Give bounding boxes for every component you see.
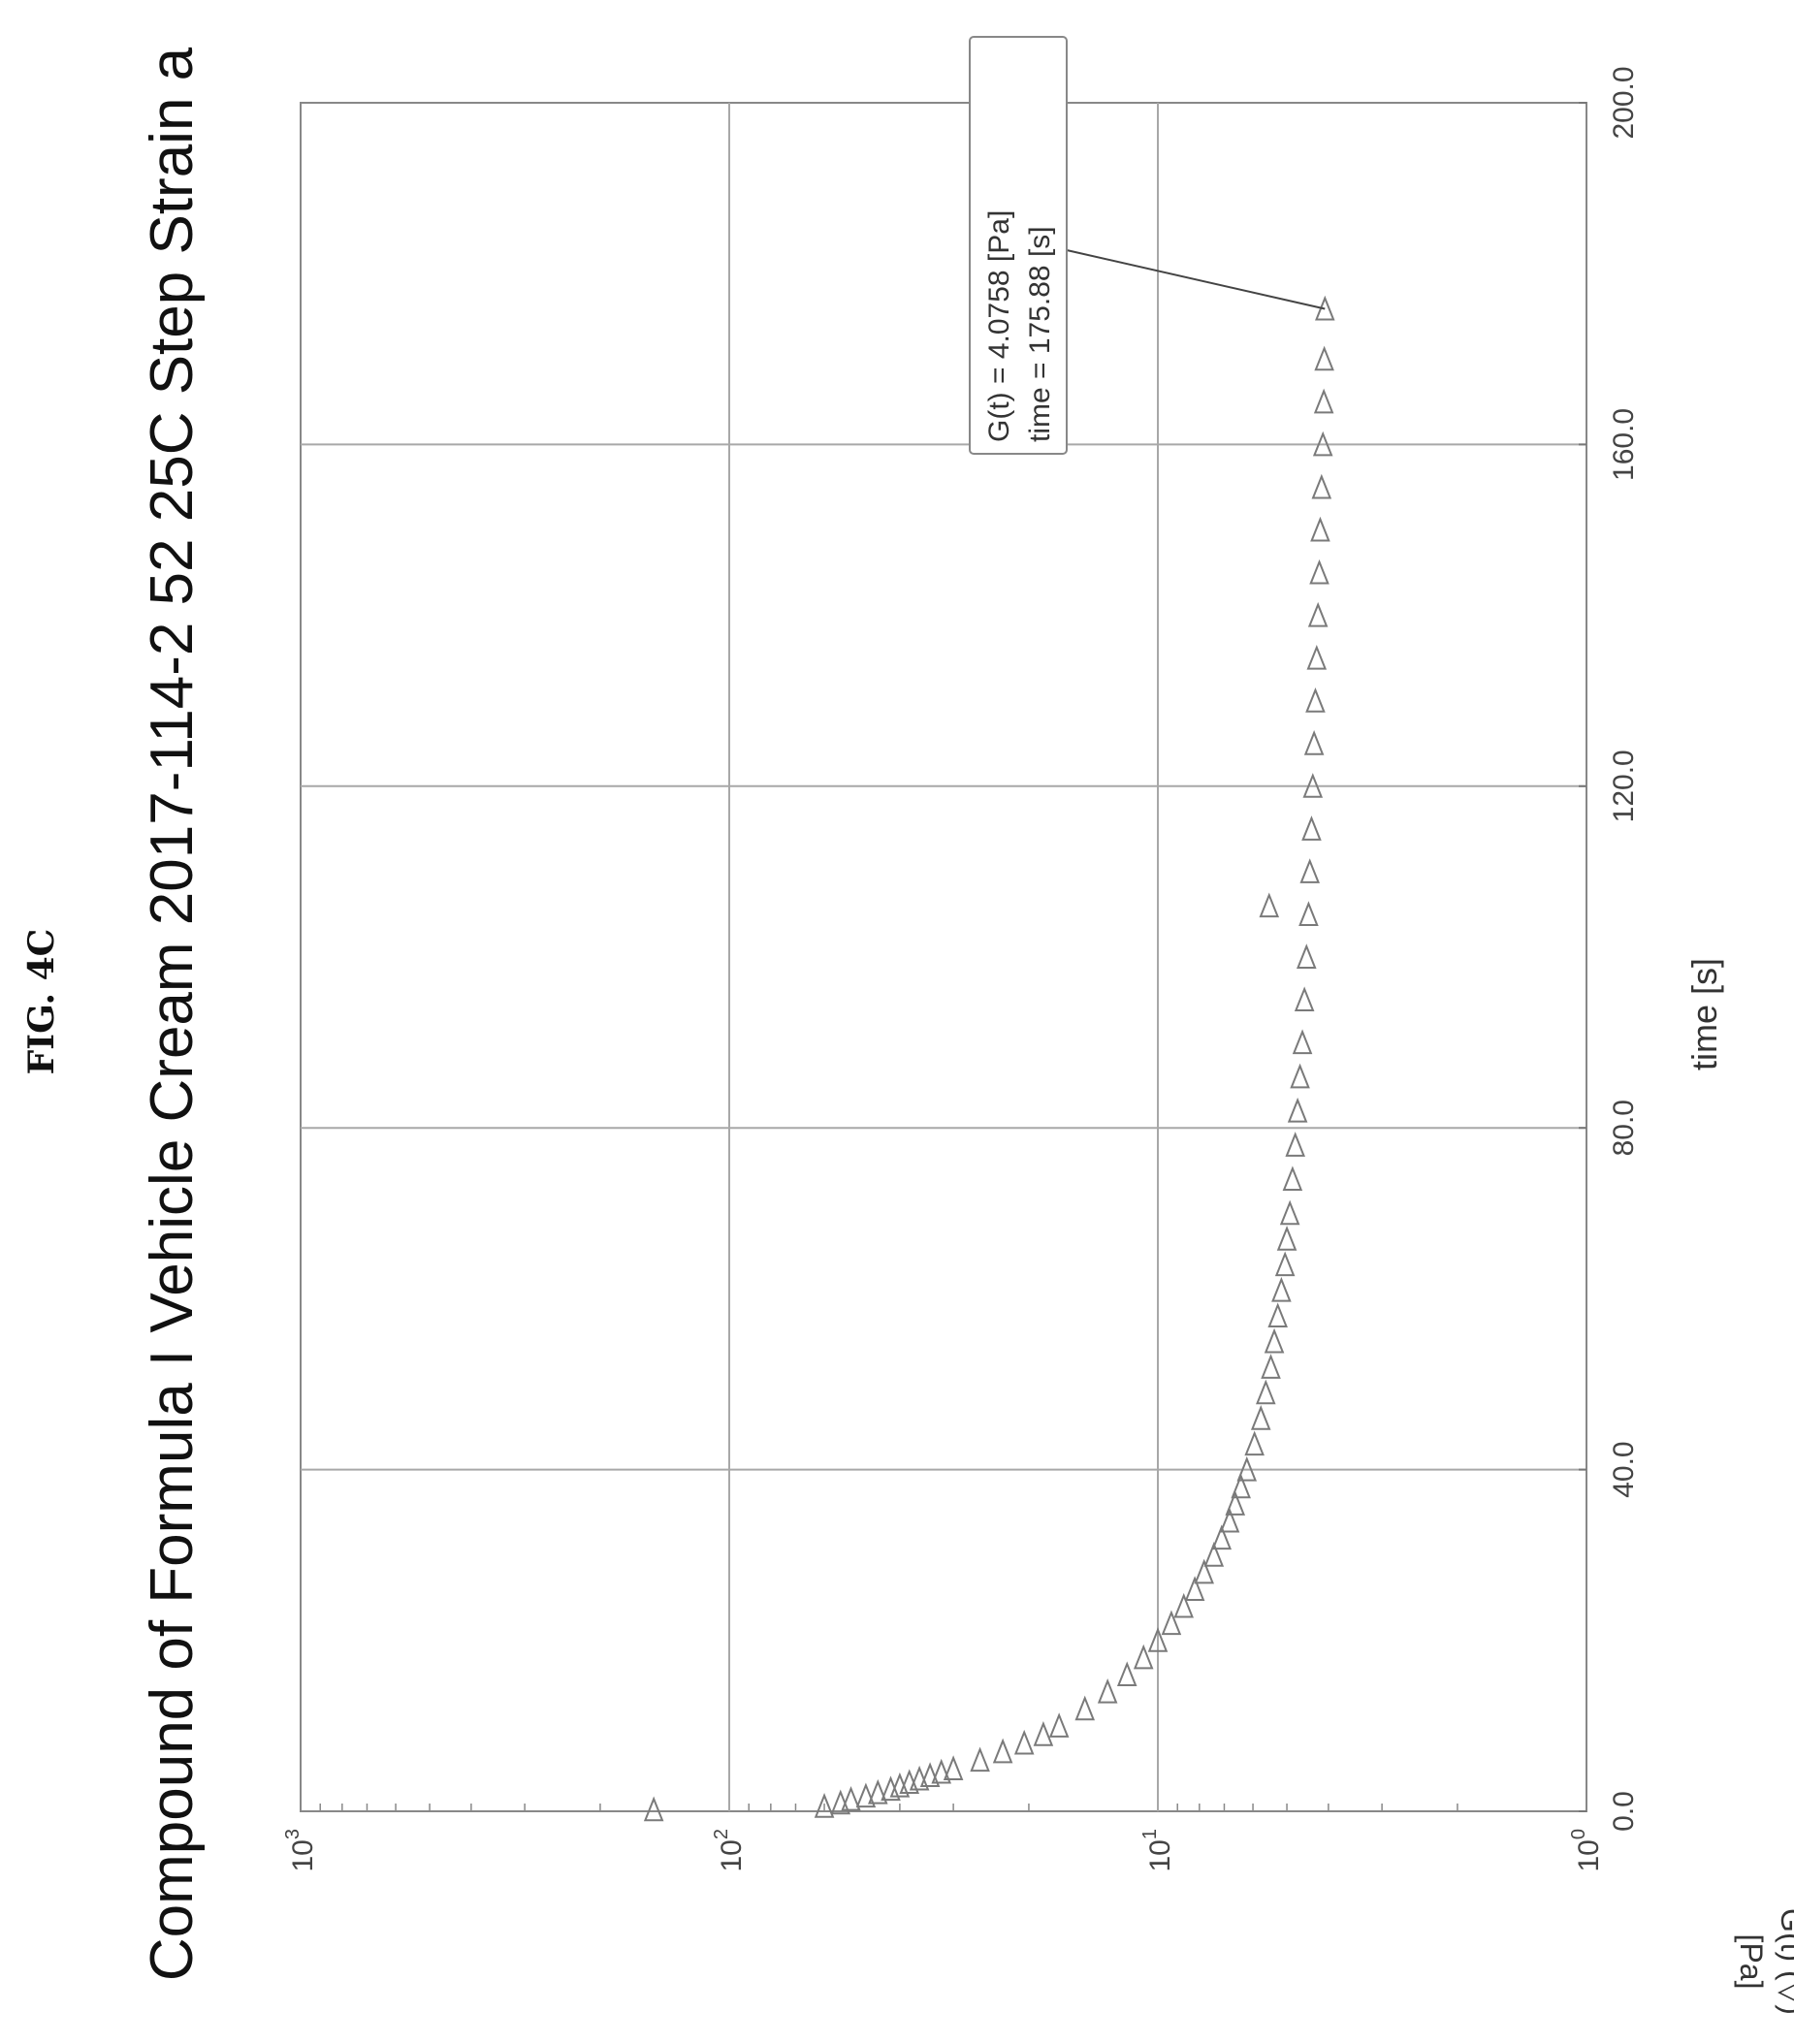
data-point-marker [1276, 1226, 1297, 1251]
y-tick-label: 103 [282, 1829, 319, 1872]
data-point-marker [1074, 1695, 1096, 1721]
data-point-marker [1274, 1251, 1296, 1277]
data-point-marker [1306, 644, 1328, 670]
data-point-marker [1287, 1097, 1308, 1123]
annotation-box [969, 36, 1068, 455]
data-point-marker [1211, 1524, 1233, 1550]
data-point-marker [1311, 473, 1332, 499]
data-point-marker [1203, 1542, 1225, 1567]
data-point-marker [1298, 901, 1319, 926]
data-point-marker [1219, 1507, 1240, 1533]
grid-layer [301, 102, 1586, 1812]
data-point-marker [931, 1758, 952, 1784]
data-point-marker [1313, 388, 1334, 414]
plot-frame [300, 102, 1587, 1812]
x-tick-label: 0.0 [1608, 1791, 1640, 1832]
data-annotation: G(t) = 4.0758 [Pa] time = 175.88 [s] [969, 36, 1326, 455]
data-point-marker [1302, 773, 1324, 798]
data-point-marker [1282, 1166, 1303, 1192]
data-point-marker [1297, 943, 1317, 969]
data-point-marker [1294, 986, 1315, 1012]
data-point-marker [1307, 601, 1329, 627]
y-tick-label: 100 [1568, 1829, 1605, 1872]
data-point-marker [1305, 687, 1326, 713]
data-point-marker [943, 1755, 964, 1780]
data-point-marker [1173, 1592, 1195, 1618]
y-tick-exponent: 3 [282, 1829, 304, 1839]
data-point-marker [1236, 1455, 1258, 1482]
data-point-marker [1301, 815, 1322, 841]
data-point-marker [1314, 345, 1334, 371]
data-point-marker [1292, 1029, 1313, 1055]
data-point-marker [1097, 1677, 1118, 1704]
y-tick-base: 10 [716, 1839, 748, 1871]
data-point-marker [1279, 1199, 1300, 1226]
chart-title: Compound of Formula I Vehicle Cream 2017… [139, 47, 206, 1981]
rotated-chart-group: Compound of Formula I Vehicle Cream 2017… [21, 36, 1794, 2015]
data-point-marker [992, 1738, 1013, 1764]
data-point-marker [1048, 1712, 1070, 1738]
x-tick-label: 40.0 [1608, 1441, 1640, 1497]
data-point-marker [1116, 1661, 1137, 1687]
data-point-marker [1256, 1379, 1276, 1405]
y-tick-base: 10 [287, 1839, 319, 1871]
annotation-leader-line [1066, 249, 1326, 310]
x-tick-label: 160.0 [1608, 408, 1640, 481]
y-axis-title: G(t) (▽) [Pa] [1734, 1908, 1794, 2015]
data-point-marker [1184, 1576, 1205, 1601]
data-point-marker [1312, 431, 1333, 457]
y-tick-base: 10 [1573, 1839, 1605, 1871]
figure-label: FIG. 4C [21, 929, 62, 1075]
x-tick-label: 80.0 [1608, 1100, 1640, 1156]
plot-area [300, 102, 1587, 1822]
data-point-marker [1133, 1644, 1154, 1670]
data-point-marker [855, 1782, 877, 1808]
y-tick-label: 102 [711, 1829, 748, 1872]
data-point-marker [643, 1796, 664, 1822]
data-point-marker [1267, 1302, 1288, 1328]
annotation-line-2: time = 175.88 [s] [1024, 226, 1056, 442]
data-point-marker [1013, 1729, 1035, 1755]
data-point-marker [1310, 516, 1330, 542]
data-point-marker [1290, 1063, 1310, 1089]
x-tick-label: 200.0 [1608, 66, 1640, 139]
y-tick-label: 101 [1139, 1829, 1176, 1872]
data-point-marker [1161, 1610, 1182, 1636]
data-point-marker [841, 1785, 861, 1811]
y-tick-exponent: 2 [711, 1829, 732, 1839]
data-point-marker [1303, 730, 1325, 755]
data-point-marker [1259, 892, 1280, 918]
x-axis-title: time [s] [1684, 958, 1724, 1070]
data-point-marker [1194, 1558, 1214, 1584]
x-tick-label: 120.0 [1608, 750, 1640, 822]
data-point-marker [1225, 1490, 1246, 1516]
y-axis-title-line1: G(t) (▽) [1775, 1908, 1794, 2015]
marker-layer [643, 295, 1335, 1822]
data-point-marker [970, 1746, 990, 1773]
y-tick-exponent: 1 [1139, 1829, 1161, 1839]
annotation-line-1: G(t) = 4.0758 [Pa] [983, 210, 1015, 442]
data-point-marker [1271, 1276, 1292, 1302]
data-point-marker [1147, 1627, 1169, 1652]
data-point-marker [1244, 1430, 1265, 1456]
minor-tick-layer [319, 1804, 1458, 1811]
y-tick-exponent: 0 [1568, 1829, 1589, 1839]
data-point-marker [1264, 1327, 1285, 1354]
data-point-marker [919, 1762, 941, 1787]
data-point-marker [1231, 1473, 1251, 1499]
data-point-marker [1299, 858, 1321, 883]
y-axis-title-line2: [Pa] [1734, 1934, 1769, 1990]
data-point-marker [814, 1793, 835, 1818]
y-tick-base: 10 [1144, 1839, 1176, 1871]
data-point-marker [1261, 1354, 1281, 1379]
data-point-marker [1309, 559, 1329, 585]
data-point-marker [1285, 1132, 1305, 1157]
data-point-marker [1250, 1405, 1271, 1430]
x-tick-labels: 0.0 40.0 80.0 120.0 160.0 200.0 [1608, 66, 1640, 1831]
data-point-marker [868, 1778, 888, 1804]
data-point-marker [1033, 1721, 1054, 1746]
